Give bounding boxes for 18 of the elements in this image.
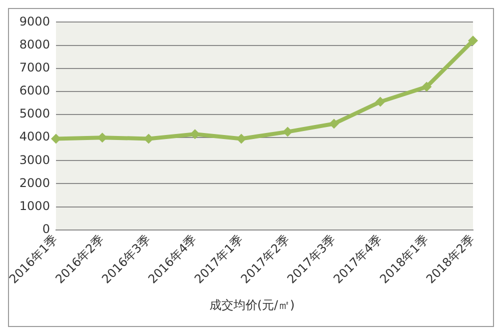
point bbox=[328, 118, 339, 129]
y-tick-label: 0 bbox=[42, 222, 50, 236]
point bbox=[236, 134, 246, 144]
point bbox=[468, 36, 478, 46]
y-tick-label: 4000 bbox=[19, 130, 50, 144]
y-tick-label: 3000 bbox=[19, 152, 50, 167]
y-tick-label: 7000 bbox=[19, 60, 50, 74]
point bbox=[50, 134, 61, 144]
y-tick-label: 9000 bbox=[19, 14, 50, 28]
y-tick-label: 2000 bbox=[19, 176, 50, 190]
y-tick-label: 5000 bbox=[19, 106, 50, 121]
y-tick-label: 6000 bbox=[19, 84, 50, 98]
point bbox=[282, 126, 293, 137]
y-tick-label: 8000 bbox=[19, 37, 50, 52]
text: 成交均价(元/㎡) bbox=[209, 298, 295, 312]
point bbox=[422, 82, 432, 92]
y-tick-label: 1000 bbox=[19, 198, 50, 213]
point bbox=[375, 96, 386, 107]
